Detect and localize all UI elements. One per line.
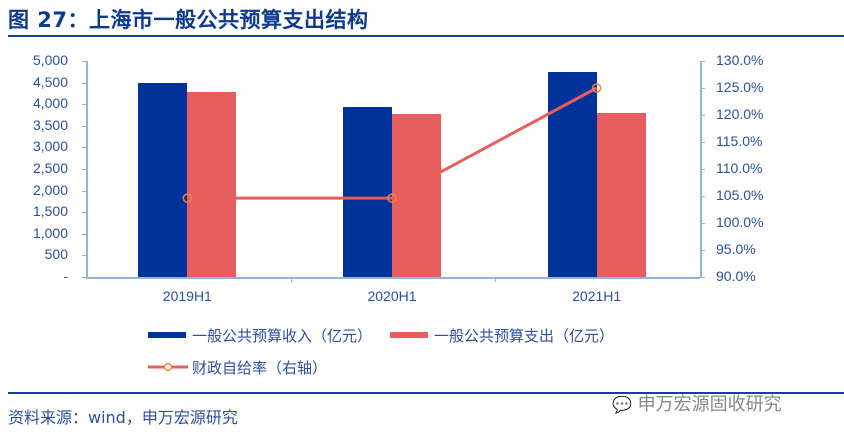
- left-axis-line: [86, 61, 88, 277]
- left-tick: [82, 255, 86, 257]
- left-tick-label: 4,000: [32, 95, 68, 112]
- left-tick: [82, 212, 86, 214]
- left-tick-label: 1,500: [32, 203, 68, 220]
- left-tick: [82, 104, 86, 106]
- right-tick-label: 90.0%: [716, 268, 756, 284]
- legend-label-ratio: 财政自给率（右轴）: [192, 359, 328, 377]
- right-tick-label: 115.0%: [716, 133, 763, 149]
- ratio-marker-icon: [387, 193, 397, 203]
- right-tick-label: 125.0%: [716, 79, 764, 95]
- right-tick-label: 130.0%: [716, 52, 764, 68]
- right-tick-label: 105.0%: [716, 187, 764, 203]
- bar-income: [343, 107, 392, 277]
- right-tick: [700, 250, 705, 251]
- x-tick: [495, 277, 497, 282]
- source-note: 资料来源：wind，申万宏源研究: [8, 408, 238, 427]
- left-tick-label: 2,000: [32, 181, 68, 198]
- right-tick: [700, 88, 705, 89]
- watermark-text: 申万宏源固收研究: [637, 394, 782, 415]
- right-tick-label: 95.0%: [716, 241, 756, 257]
- left-tick-label: 500: [44, 246, 68, 263]
- chart-title: 图 27：上海市一般公共预算支出结构: [8, 8, 369, 32]
- left-tick: [82, 82, 86, 84]
- right-tick: [700, 277, 705, 278]
- x-tick-label: 2020H1: [367, 288, 417, 304]
- bar-income: [138, 83, 188, 277]
- legend-swatch-income: [148, 332, 186, 338]
- x-axis-line: [86, 277, 700, 279]
- x-tick-label: 2021H1: [572, 288, 622, 304]
- left-tick: [82, 147, 86, 149]
- bar-expense: [187, 92, 237, 277]
- right-tick: [700, 61, 705, 62]
- left-tick-label: 1,000: [32, 224, 68, 241]
- right-tick: [700, 169, 705, 170]
- ratio-marker-icon: [591, 83, 602, 93]
- bar-income: [547, 72, 597, 277]
- bar-expense: [596, 113, 646, 277]
- left-tick-label: -: [63, 268, 68, 284]
- left-tick-label: 3,500: [32, 116, 68, 133]
- right-tick: [700, 196, 705, 197]
- legend-label-expense: 一般公共预算支出（亿元）: [434, 327, 615, 345]
- footer-rule: [8, 392, 844, 394]
- left-tick-label: 5,000: [32, 52, 68, 68]
- title-rule: [8, 35, 844, 37]
- left-tick-label: 4,500: [32, 73, 68, 90]
- left-tick: [82, 233, 86, 235]
- legend-line-marker-icon: [148, 362, 188, 372]
- left-tick: [82, 61, 86, 62]
- watermark: 💬 申万宏源固收研究: [612, 390, 782, 416]
- ratio-marker-icon: [182, 193, 193, 203]
- right-tick-label: 110.0%: [716, 160, 763, 176]
- left-tick: [82, 277, 86, 278]
- left-tick: [82, 190, 86, 192]
- x-tick: [290, 277, 292, 282]
- right-tick: [700, 115, 705, 116]
- right-tick: [700, 223, 705, 224]
- wechat-icon: 💬: [612, 395, 632, 414]
- legend-item-income: 一般公共预算收入（亿元）: [148, 325, 372, 346]
- legend-item-expense: 一般公共预算支出（亿元）: [390, 325, 614, 346]
- left-tick: [82, 169, 86, 170]
- left-tick: [82, 125, 86, 127]
- legend-label-income: 一般公共预算收入（亿元）: [192, 327, 373, 345]
- right-tick-label: 120.0%: [716, 106, 764, 122]
- legend-item-ratio: 财政自给率（右轴）: [148, 357, 327, 378]
- legend-swatch-expense: [390, 332, 428, 338]
- right-tick-label: 100.0%: [716, 214, 764, 230]
- left-tick-label: 2,500: [32, 160, 68, 176]
- left-tick-label: 3,000: [32, 138, 68, 155]
- right-tick: [700, 142, 705, 143]
- x-tick-label: 2019H1: [162, 288, 212, 304]
